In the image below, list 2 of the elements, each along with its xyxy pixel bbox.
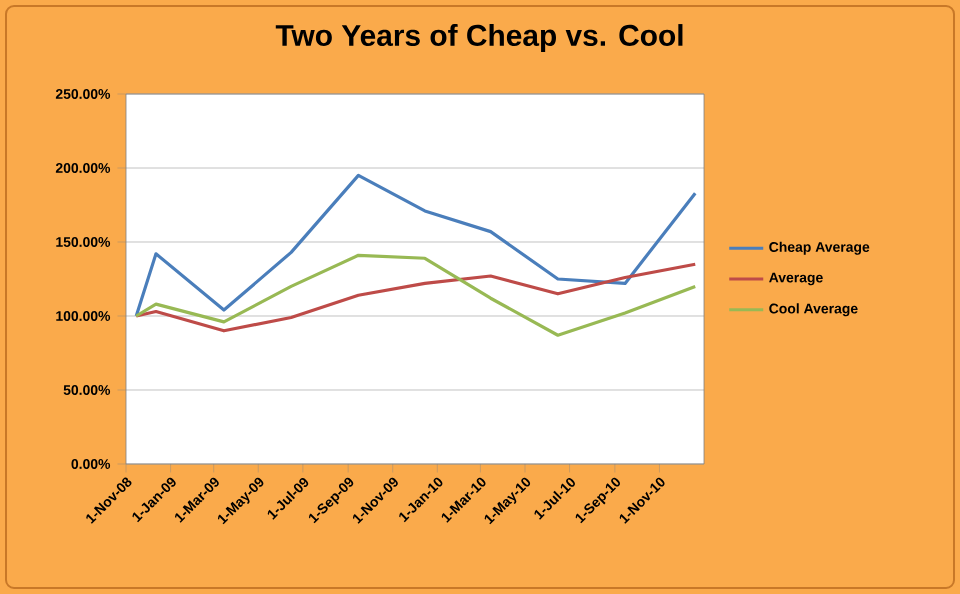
chart-title: Two Years of Cheap vs. Cool xyxy=(275,24,683,52)
line-series xyxy=(134,173,697,318)
